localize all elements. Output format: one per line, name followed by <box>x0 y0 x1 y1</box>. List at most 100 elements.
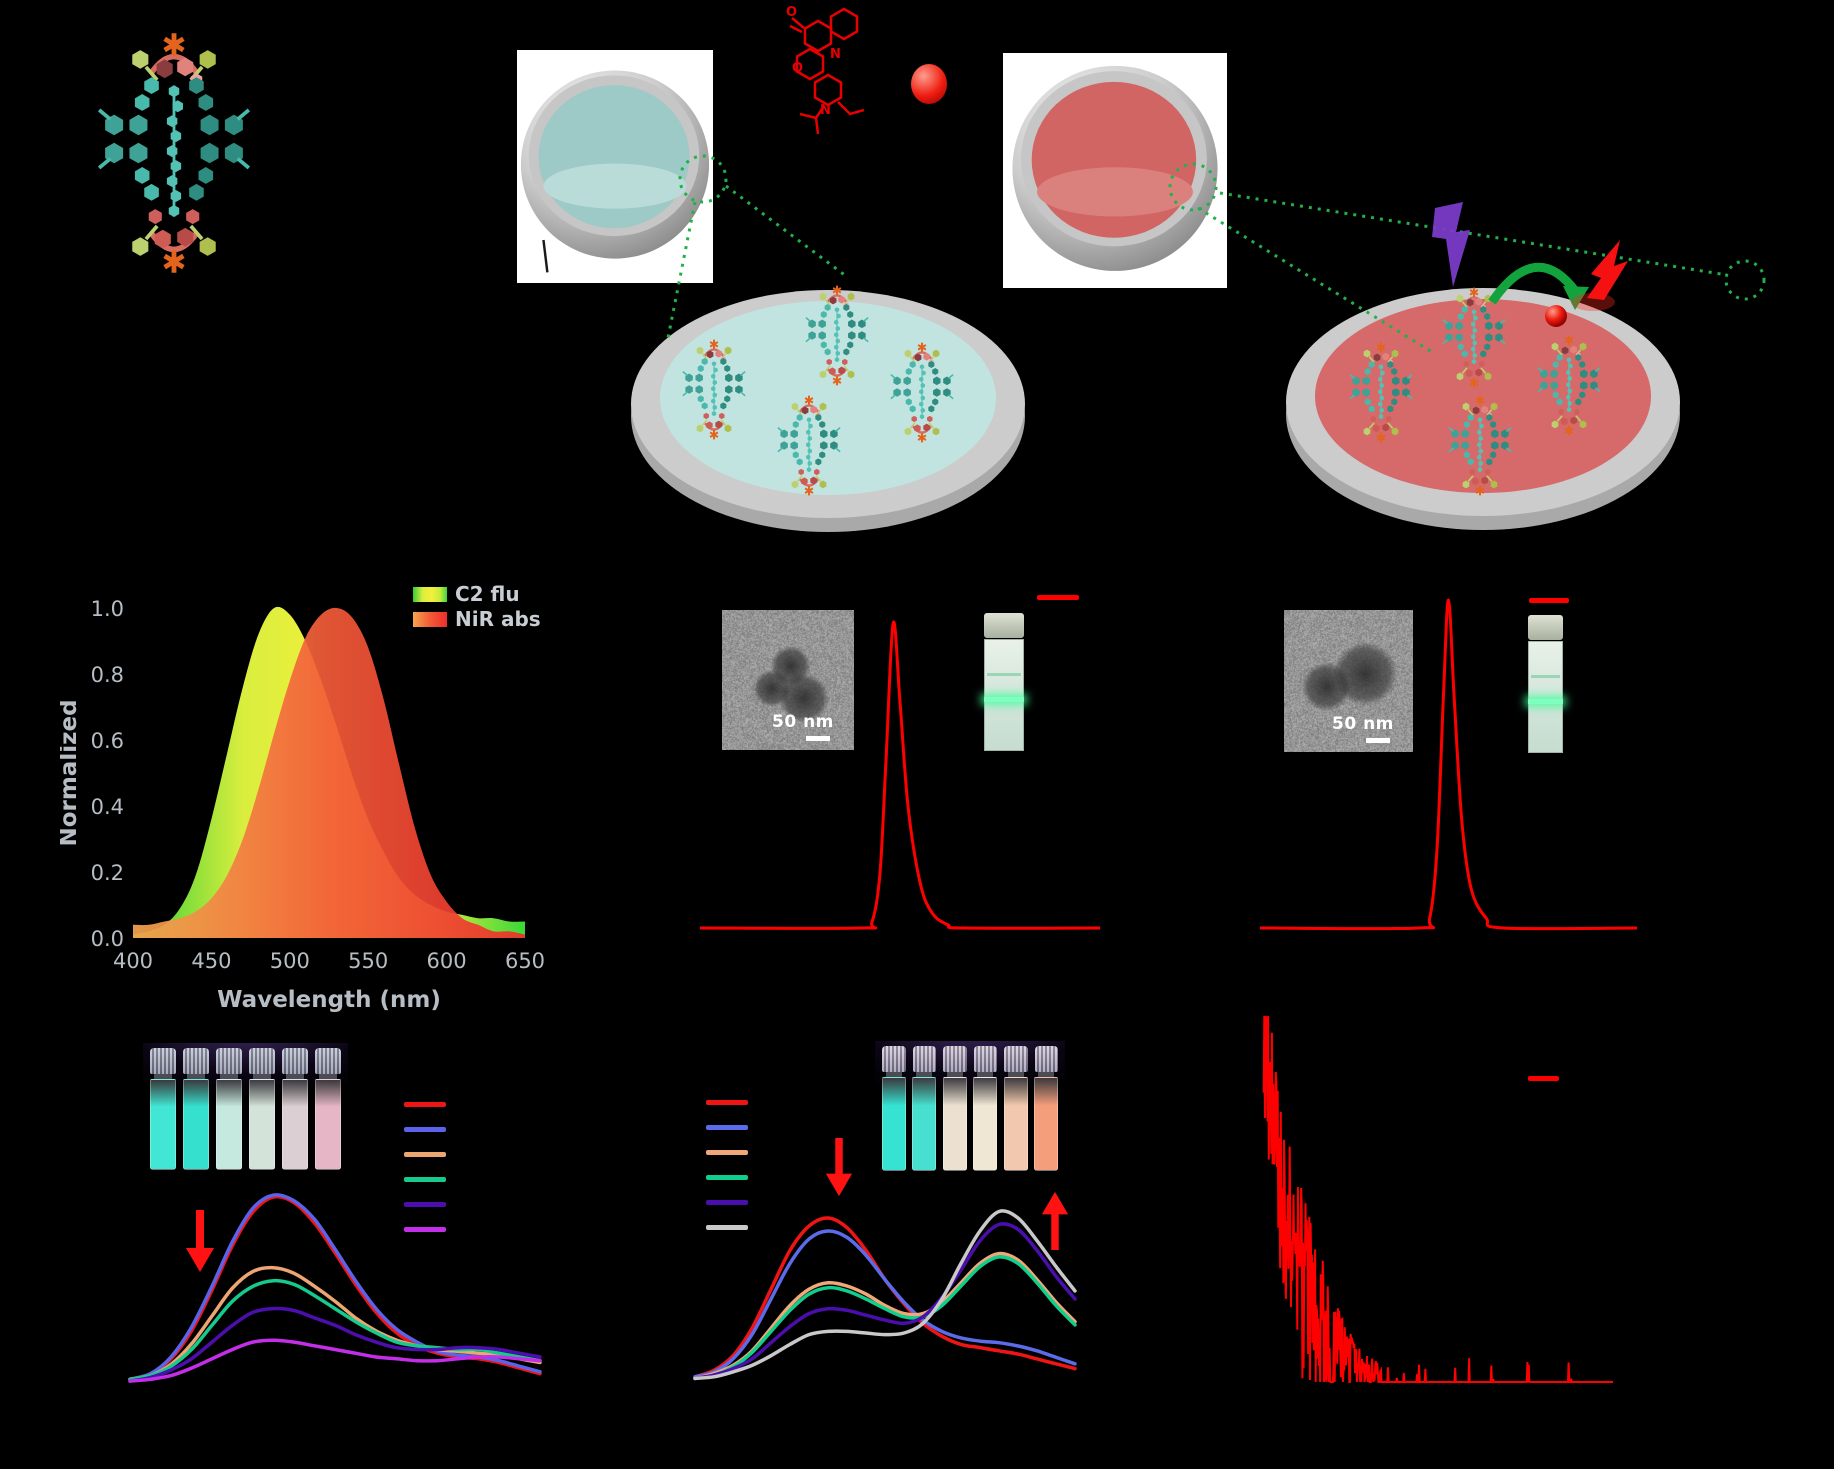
quench-legend <box>404 1102 446 1252</box>
legend-swatch <box>706 1125 748 1130</box>
series-line <box>128 1278 542 1382</box>
legend-label: NiR abs <box>455 607 541 631</box>
x-axis-tick: 550 <box>348 949 388 973</box>
cuvette-body <box>984 639 1024 751</box>
red-down-arrow-icon <box>186 1210 214 1272</box>
y-axis-tick: 0.2 <box>91 861 124 885</box>
vial-neck <box>1038 1072 1055 1077</box>
vial-liquid <box>973 1077 998 1171</box>
legend-swatch <box>706 1175 748 1180</box>
sample-vial <box>942 1046 967 1171</box>
nanoparticle-cutaway-box-left <box>517 50 713 283</box>
nanoparticle-cutaway-box-right <box>1003 53 1227 288</box>
vial-neck <box>219 1074 239 1079</box>
sample-vial <box>249 1048 275 1170</box>
legend-swatch <box>413 587 447 602</box>
tem-scale-bar <box>806 736 830 741</box>
vial-liquid <box>216 1079 242 1170</box>
ratio-legend <box>706 1100 748 1250</box>
sample-vial <box>183 1048 209 1170</box>
red-core-sphere <box>1012 65 1218 271</box>
vial-neck <box>285 1074 305 1079</box>
cuvette-body <box>1528 641 1563 753</box>
x-axis-label: Wavelength (nm) <box>217 987 441 1013</box>
dls-chart-left <box>699 620 1101 930</box>
legend-swatch <box>706 1150 748 1155</box>
series-line <box>128 1306 542 1383</box>
vial-cap <box>943 1046 967 1072</box>
vial-cap <box>973 1046 997 1072</box>
sample-vial <box>315 1048 341 1170</box>
y-axis-tick: 1.0 <box>91 597 124 621</box>
series-line <box>128 1265 542 1382</box>
vial-neck <box>885 1072 902 1077</box>
x-axis-tick: 500 <box>270 949 310 973</box>
series-line <box>693 1209 1077 1381</box>
vial-neck <box>916 1072 933 1077</box>
vial-liquid <box>282 1079 308 1170</box>
red-up-arrow-icon <box>1041 1191 1069 1250</box>
area-series <box>133 607 525 938</box>
sample-vial <box>1003 1046 1028 1171</box>
vial-liquid <box>1003 1077 1028 1171</box>
x-axis-tick: 450 <box>191 949 231 973</box>
legend-swatch <box>404 1127 446 1132</box>
teal-core-sphere <box>520 70 710 273</box>
cuvette-cap <box>984 613 1024 638</box>
vial-neck <box>1007 1072 1024 1077</box>
vial-cap <box>1004 1046 1028 1072</box>
teal-nanoparticle-interior-dish <box>631 284 1025 532</box>
tem-scale-bar <box>1366 738 1390 743</box>
zoom-circle-dish-rim <box>1724 259 1766 301</box>
vial-neck <box>977 1072 994 1077</box>
series-line <box>693 1255 1077 1381</box>
red-nanoparticle-interior-dish <box>1286 286 1680 530</box>
legend-swatch <box>404 1227 446 1232</box>
vial-liquid <box>881 1077 906 1171</box>
dls-legend-swatch-right <box>1529 598 1569 603</box>
dls-legend-swatch-left <box>1037 595 1079 600</box>
vial-neck <box>946 1072 963 1077</box>
vial-cap <box>150 1048 176 1074</box>
laser-beam <box>984 697 1024 703</box>
quench-spectra-chart <box>128 1193 542 1383</box>
legend-swatch <box>706 1225 748 1230</box>
vial-liquid <box>249 1079 275 1170</box>
y-axis-tick: 0.0 <box>91 927 124 951</box>
sample-vial <box>1034 1046 1059 1171</box>
dls-curve <box>699 620 1101 930</box>
legend-swatch <box>404 1177 446 1182</box>
sample-vial <box>973 1046 998 1171</box>
vial-cap <box>315 1048 341 1074</box>
legend-label: C2 flu <box>455 582 520 606</box>
x-axis-tick: 600 <box>427 949 467 973</box>
vial-cap <box>249 1048 275 1074</box>
svg-text:O: O <box>792 61 803 76</box>
svg-text:N: N <box>820 103 831 118</box>
vial-cap <box>1034 1046 1058 1072</box>
tem-scale-label: 50 nm <box>772 712 834 732</box>
connector-line <box>1219 191 1728 277</box>
cuvette-cap <box>1528 615 1563 640</box>
vial-cap <box>882 1046 906 1072</box>
vial-liquid <box>150 1079 176 1170</box>
lifetime-decay-chart <box>1262 1015 1613 1383</box>
cuvette-meniscus <box>1531 675 1560 678</box>
legend-swatch <box>404 1202 446 1207</box>
cuvette-meniscus <box>987 673 1021 676</box>
cuvette-photo-right <box>1528 615 1563 753</box>
x-axis-tick: 400 <box>113 949 153 973</box>
legend-swatch <box>413 612 447 627</box>
vial-neck <box>252 1074 272 1079</box>
macrocycle-molecule <box>78 22 270 284</box>
cuvette-photo-left <box>984 613 1024 751</box>
vial-cap <box>282 1048 308 1074</box>
vial-neck <box>186 1074 206 1079</box>
sample-vial <box>282 1048 308 1170</box>
y-axis-label: Normalized <box>60 699 82 846</box>
dls-curve <box>1259 598 1638 931</box>
vial-neck <box>318 1074 338 1079</box>
nile-red-dye-ball <box>911 64 947 104</box>
